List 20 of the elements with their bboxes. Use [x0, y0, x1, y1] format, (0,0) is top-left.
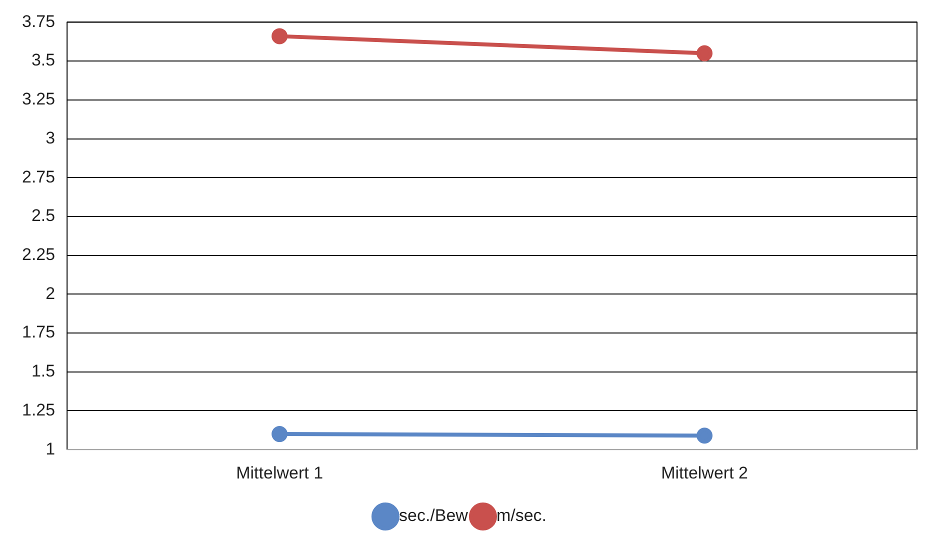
- y-tick-label: 2.75: [22, 167, 56, 186]
- y-tick-label: 3.5: [31, 50, 56, 70]
- x-tick-label: Mittelwert 1: [236, 463, 324, 482]
- y-tick-label: 2.5: [31, 206, 56, 226]
- point: [272, 28, 288, 44]
- legend-label: m/sec.: [496, 506, 547, 526]
- y-tick-label: 3.75: [22, 12, 56, 31]
- x-tick-label: Mittelwert 2: [661, 463, 748, 482]
- y-tick-label: 2: [46, 284, 56, 303]
- y-tick-label: 2.25: [22, 245, 56, 264]
- point: [272, 426, 288, 442]
- y-tick-label: 1.5: [31, 362, 56, 381]
- legend-label: sec./Bew: [398, 506, 469, 526]
- y-tick-label: 3.25: [22, 90, 56, 109]
- y-tick-label: 1.25: [22, 400, 56, 420]
- y-tick-label: 3: [46, 128, 56, 148]
- y-tick-label: 1.75: [22, 322, 56, 342]
- y-tick-label: 1: [46, 439, 56, 458]
- point: [696, 428, 713, 444]
- point: [696, 45, 713, 62]
